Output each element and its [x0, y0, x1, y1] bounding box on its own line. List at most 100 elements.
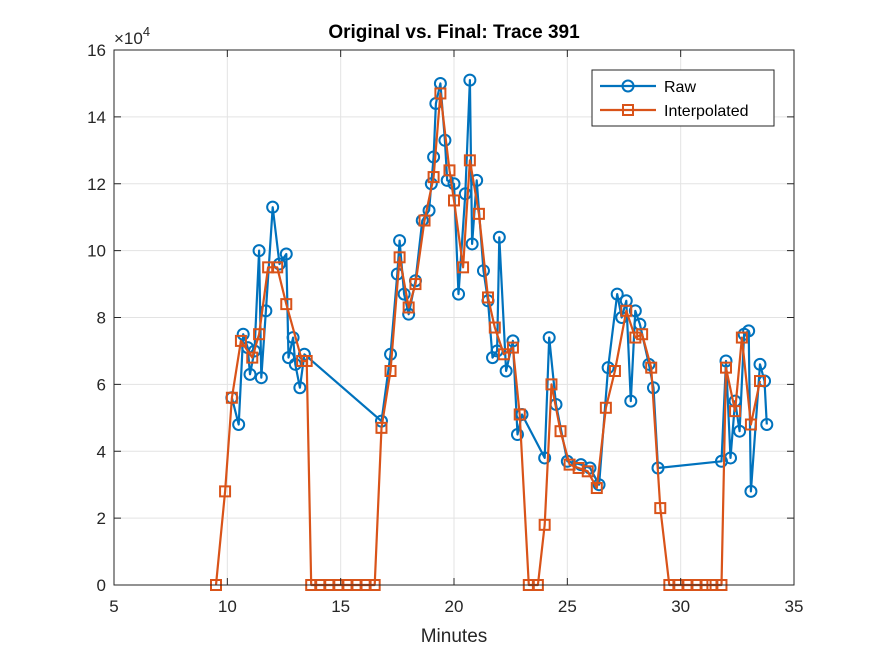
data-point-interpolated [418, 214, 431, 227]
y-tick-label: 4 [97, 442, 106, 461]
legend-label: Interpolated [664, 103, 749, 120]
data-point-raw [742, 324, 756, 338]
data-point-interpolated [513, 408, 526, 421]
ticks: 5 10 15 20 25 30 35 0 2 4 6 8 10 12 14 16 [87, 41, 803, 616]
data-point-raw [506, 334, 520, 348]
data-point-interpolated [636, 328, 649, 341]
legend: Raw Interpolated [591, 69, 775, 127]
legend-box [591, 69, 775, 127]
data-point-raw [610, 287, 624, 301]
data-point-interpolated [463, 154, 476, 167]
y-tick-label: 2 [97, 509, 106, 528]
data-point-raw [259, 304, 273, 318]
data-point-interpolated [506, 341, 519, 354]
legend-swatch-marker [621, 79, 635, 93]
data-point-interpolated [729, 405, 742, 418]
data-point-raw [402, 307, 416, 321]
data-point-interpolated [581, 465, 594, 478]
data-point-interpolated [497, 348, 510, 361]
data-point-interpolated [427, 171, 440, 184]
data-point-interpolated [720, 361, 732, 374]
data-point-interpolated [393, 251, 406, 264]
legend-entry-raw: Raw [600, 79, 696, 96]
data-point-interpolated [599, 401, 612, 414]
data-point-interpolated [225, 391, 238, 404]
data-point-interpolated [219, 485, 232, 498]
data-point-raw [492, 230, 506, 244]
data-point-interpolated [443, 164, 456, 177]
data-point-interpolated [457, 261, 470, 274]
data-point-interpolated [538, 518, 551, 531]
data-point-interpolated [271, 261, 284, 274]
data-point-interpolated [448, 194, 460, 207]
y-axis-exponent-power: 4 [143, 24, 150, 39]
data-point-raw [458, 187, 472, 201]
data-point-interpolated [402, 301, 415, 314]
data-point-raw [628, 304, 642, 318]
data-point-raw [760, 418, 774, 431]
data-point-interpolated [375, 421, 388, 434]
data-point-interpolated [629, 331, 642, 344]
x-tick-label: 5 [109, 597, 118, 616]
x-tick-label: 15 [331, 597, 350, 616]
data-point-interpolated [409, 278, 422, 291]
data-point-raw [510, 428, 524, 442]
data-point-interpolated [545, 378, 558, 391]
data-point-raw [592, 478, 606, 492]
data-point-raw [470, 173, 484, 187]
y-tick-label: 14 [87, 108, 106, 127]
x-axis-title: Minutes [421, 626, 488, 647]
data-point-raw [744, 484, 758, 498]
data-point-raw [733, 424, 747, 438]
data-point-raw [266, 200, 280, 214]
data-point-raw [538, 451, 552, 465]
legend-label: Raw [664, 79, 696, 96]
y-tick-label: 10 [87, 242, 106, 261]
data-point-interpolated [234, 334, 247, 347]
x-tick-label: 30 [671, 597, 690, 616]
x-tick-label: 10 [218, 597, 237, 616]
data-point-raw [282, 351, 296, 365]
x-tick-label: 35 [785, 597, 804, 616]
y-tick-label: 16 [87, 41, 106, 60]
data-point-raw [465, 237, 479, 251]
data-point-raw [397, 287, 411, 301]
data-point-interpolated [246, 351, 259, 364]
data-point-raw [252, 244, 266, 258]
y-axis-exponent: ×104 [114, 24, 150, 48]
data-point-raw [236, 327, 250, 341]
data-point-interpolated [482, 291, 494, 304]
data-point-raw [232, 418, 246, 431]
data-point-raw [719, 354, 733, 368]
data-point-raw [279, 247, 293, 261]
legend-entry-interpolated: Interpolated [600, 103, 749, 120]
legend-swatch-marker [622, 104, 634, 116]
data-point-raw [452, 287, 466, 301]
y-axis-exponent-base: ×10 [114, 29, 143, 48]
y-tick-label: 6 [97, 375, 106, 394]
x-tick-label: 25 [558, 597, 577, 616]
data-point-interpolated [654, 502, 667, 515]
data-point-interpolated [645, 361, 658, 374]
data-point-interpolated [384, 365, 397, 377]
x-tick-label: 20 [445, 597, 464, 616]
data-point-raw [297, 347, 311, 361]
data-point-raw [753, 357, 767, 371]
data-point-interpolated [472, 207, 485, 220]
data-point-raw [542, 331, 556, 345]
data-point-interpolated [300, 354, 313, 367]
data-point-raw [447, 177, 461, 191]
data-point-interpolated [280, 298, 293, 311]
data-point-interpolated [608, 365, 621, 377]
data-point-raw [601, 361, 615, 375]
y-tick-label: 12 [87, 175, 106, 194]
data-point-raw [624, 394, 638, 408]
data-point-interpolated [434, 87, 447, 100]
data-point-interpolated [253, 328, 266, 341]
data-point-raw [393, 234, 407, 248]
data-point-interpolated [754, 375, 766, 388]
data-point-raw [243, 367, 257, 381]
data-point-raw [293, 381, 307, 395]
data-point-interpolated [735, 331, 748, 344]
